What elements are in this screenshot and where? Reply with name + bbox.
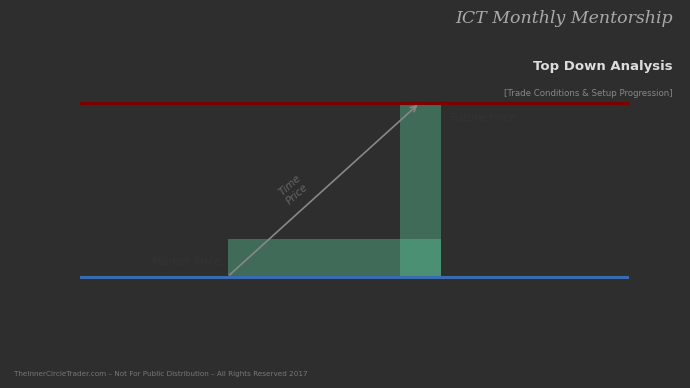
Text: Market Price: Market Price: [152, 257, 221, 267]
Text: ICT Monthly Mentorship: ICT Monthly Mentorship: [455, 10, 673, 27]
Bar: [400, 103, 441, 277]
Text: Time
Price: Time Price: [277, 173, 310, 206]
Text: TheInnerCircleTrader.com – Not For Public Distribution – All Rights Reserved 201: TheInnerCircleTrader.com – Not For Publi…: [14, 371, 308, 377]
Bar: [228, 239, 441, 277]
Text: Top Down Analysis: Top Down Analysis: [533, 60, 673, 73]
Text: Future Price: Future Price: [450, 113, 516, 123]
Text: [Trade Conditions & Setup Progression]: [Trade Conditions & Setup Progression]: [504, 89, 673, 98]
